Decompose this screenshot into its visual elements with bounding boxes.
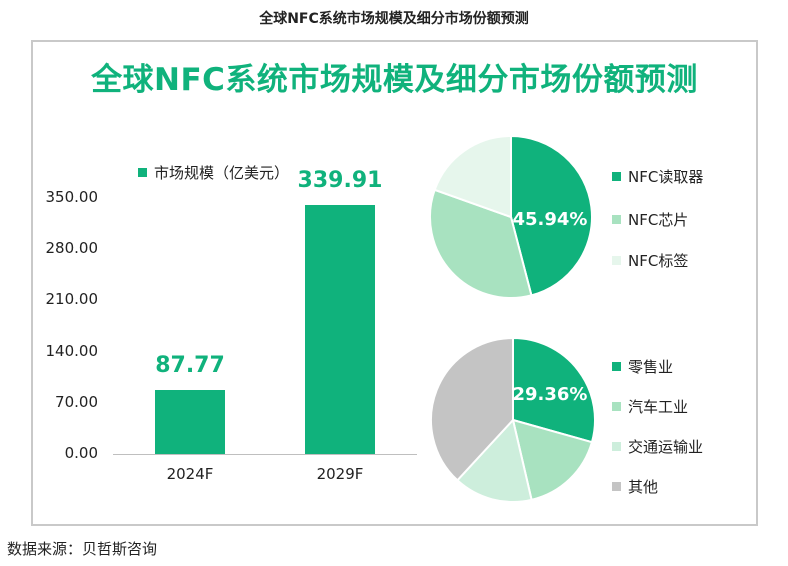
pie-slice-NFC芯片 (429, 188, 533, 299)
bar-legend: 市场规模（亿美元） (138, 162, 289, 183)
pie-legend-item: 其他 (612, 476, 658, 497)
chart-frame (31, 40, 758, 526)
x-tick-label: 2029F (316, 465, 364, 483)
pie-legend-label: NFC芯片 (628, 211, 689, 229)
pie-slice-NFC标签 (433, 134, 512, 219)
y-tick-label: 210.00 (45, 290, 99, 309)
pie-legend-item: 汽车工业 (612, 396, 688, 417)
pie-legend-label: 其他 (628, 478, 659, 496)
y-tick-label: 140.00 (45, 341, 99, 360)
pie-slice-汽车工业 (511, 418, 594, 502)
pie-slice-零售业 (512, 336, 596, 444)
page-title: 全球NFC系统市场规模及细分市场份额预测 (259, 11, 529, 27)
pie-legend-swatch (612, 172, 621, 181)
pie-legend-item: 交通运输业 (612, 436, 703, 457)
source-note: 数据来源：贝哲斯咨询 (7, 540, 158, 558)
pie-legend-swatch (612, 402, 621, 411)
y-tick-label: 350.00 (45, 188, 99, 206)
pie-legend-label: 汽车工业 (628, 398, 689, 416)
pie-highlight-label: 45.94% (513, 209, 588, 230)
x-axis-line (113, 454, 417, 455)
y-tick-label: 0.00 (64, 444, 98, 462)
pie-slice-NFC读取器 (510, 134, 593, 297)
pie-legend-swatch (612, 215, 621, 224)
pie-highlight-label: 29.36% (513, 384, 588, 405)
pie-legend-label: 交通运输业 (628, 438, 704, 456)
pie-legend-label: NFC读取器 (628, 168, 704, 186)
bar-legend-swatch (138, 168, 147, 177)
bar-value-label: 339.91 (297, 168, 383, 194)
pie-legend-swatch (612, 442, 621, 451)
pie-legend-item: NFC芯片 (612, 209, 688, 230)
pie-slice-其他 (430, 336, 514, 482)
y-tick-label: 280.00 (45, 239, 99, 258)
x-tick-label: 2024F (166, 465, 214, 483)
pie-slice-交通运输业 (455, 417, 533, 503)
pie-legend-item: NFC标签 (612, 250, 688, 271)
bar-value-label: 87.77 (155, 352, 225, 378)
chart-title: 全球NFC系统市场规模及细分市场份额预测 (91, 62, 698, 98)
pie-chart-industry-share: 29.36% (430, 336, 596, 503)
bar-legend-label: 市场规模（亿美元） (154, 164, 290, 182)
pie-legend-swatch (612, 362, 621, 371)
pie-legend-label: 零售业 (628, 358, 674, 376)
pie-legend-item: NFC读取器 (612, 166, 703, 187)
bar-2024F (155, 389, 225, 454)
pie-legend-swatch (612, 482, 621, 491)
y-tick-label: 70.00 (55, 392, 98, 411)
pie-legend-item: 零售业 (612, 356, 673, 377)
pie-chart-reader-share: 45.94% (429, 134, 593, 299)
bar-2029F (305, 205, 375, 454)
pie-legend-label: NFC标签 (628, 252, 689, 270)
pie-legend-swatch (612, 256, 621, 265)
